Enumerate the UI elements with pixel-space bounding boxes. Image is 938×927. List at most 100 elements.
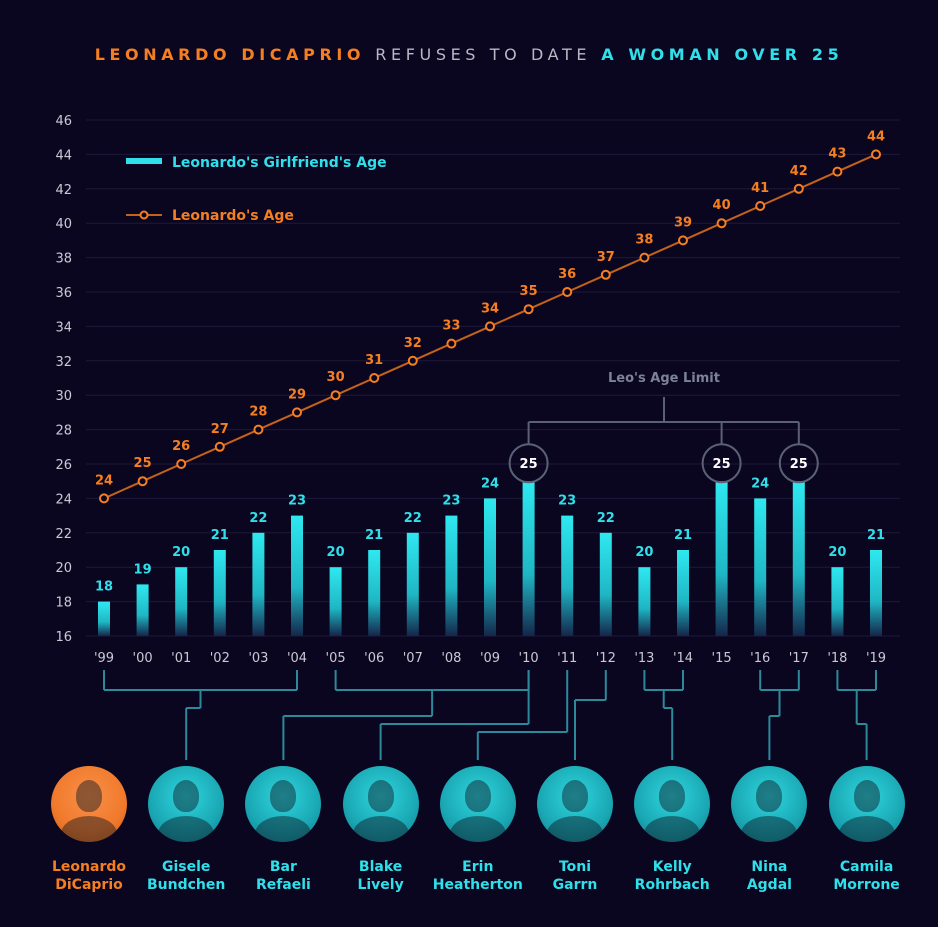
girlfriend-age-bar <box>522 481 535 636</box>
leo-age-label: 33 <box>442 319 460 334</box>
chart-title: LEONARDO DICAPRIO REFUSES TO DATE A WOMA… <box>0 45 938 64</box>
girlfriend-age-label: 25 <box>790 457 808 472</box>
girlfriend-age-label: 21 <box>365 528 383 543</box>
girlfriend-age-label: 18 <box>95 580 113 595</box>
girlfriend-age-labels: 18 19 20 21 22 23 20 21 22 23 24 23 22 20 21 24 20 21 <box>95 476 885 594</box>
x-tick-label: '06 <box>364 651 384 666</box>
girlfriend-age-bar <box>368 550 381 636</box>
leo-age-label: 42 <box>790 164 808 179</box>
person-camila-morrone: Camila Morrone <box>812 766 922 894</box>
leo-age-label: 34 <box>481 301 499 316</box>
person-name: Leonardo DiCaprio <box>34 858 144 894</box>
girlfriend-age-label: 22 <box>249 511 267 526</box>
gisele-bundchen-photo <box>148 766 225 842</box>
legend-leo-marker <box>139 210 149 220</box>
girlfriend-age-bar <box>175 567 188 636</box>
leo-age-point <box>562 287 573 297</box>
x-tick-label: '16 <box>750 651 770 666</box>
y-tick-label: 32 <box>55 355 72 370</box>
leo-age-label: 40 <box>713 198 731 213</box>
person-blake-lively: Blake Lively <box>326 766 436 894</box>
leo-age-label: 25 <box>134 456 152 471</box>
leo-age-label: 38 <box>635 233 653 248</box>
person-name: Bar Refaeli <box>228 858 338 894</box>
person-last-name: Heatherton <box>432 877 523 893</box>
x-tick-label: '99 <box>94 651 114 666</box>
person-last-name: Morrone <box>833 877 900 893</box>
x-tick-label: '19 <box>866 651 886 666</box>
nina-agdal-photo <box>731 766 808 842</box>
person-last-name: Refaeli <box>255 877 311 893</box>
girlfriend-age-bar <box>715 481 728 636</box>
girlfriend-age-label: 25 <box>713 457 731 472</box>
leo-age-label: 41 <box>751 181 769 196</box>
person-first-name: Toni <box>558 859 592 875</box>
person-name: Nina Agdal <box>714 858 824 894</box>
y-tick-label: 18 <box>55 596 72 611</box>
girlfriend-age-label: 20 <box>172 545 190 560</box>
year-to-person-connectors <box>103 670 877 760</box>
y-tick-label: 24 <box>55 492 72 507</box>
x-tick-label: '05 <box>326 651 346 666</box>
x-tick-label: '02 <box>210 651 230 666</box>
y-tick-label: 34 <box>55 320 72 335</box>
bar-refaeli-photo <box>245 766 322 842</box>
leo-age-point <box>214 441 225 452</box>
girlfriend-age-bar <box>599 532 612 636</box>
age-limit-circle <box>701 443 742 484</box>
person-last-name: DiCaprio <box>55 877 123 893</box>
leo-age-label: 35 <box>520 284 538 299</box>
girlfriend-age-label: 20 <box>327 545 345 560</box>
y-axis-ticks: 16 18 20 22 24 26 28 30 32 34 36 38 40 42 44 46 <box>55 114 72 645</box>
x-axis-ticks: '99 '00 '01 '02 '03 '04 '05 '06 '07 '08 '09 '10 '11 '… <box>94 651 886 666</box>
x-tick-label: '11 <box>557 651 577 666</box>
y-tick-label: 36 <box>55 286 72 301</box>
leo-age-label: 37 <box>597 250 615 265</box>
leo-age-label: 43 <box>828 147 846 162</box>
person-kelly-rohrbach: Kelly Rohrbach <box>617 766 727 894</box>
leo-age-label: 32 <box>404 336 422 351</box>
girlfriend-age-bar <box>291 515 303 636</box>
girlfriend-age-bar <box>445 515 458 636</box>
person-first-name: Blake <box>358 859 403 875</box>
leo-age-point <box>485 321 495 332</box>
y-tick-label: 30 <box>55 389 72 404</box>
y-tick-label: 46 <box>55 114 72 129</box>
girlfriend-age-bar <box>638 567 651 636</box>
girlfriend-age-label: 20 <box>828 545 846 560</box>
person-first-name: Gisele <box>161 859 211 875</box>
girlfriend-age-label: 23 <box>558 494 576 509</box>
y-tick-label: 16 <box>55 630 72 645</box>
x-tick-label: '12 <box>596 651 616 666</box>
y-tick-label: 40 <box>55 217 72 232</box>
leo-age-point <box>523 304 534 315</box>
girlfriend-age-label: 19 <box>134 562 152 577</box>
toni-garrn-photo <box>537 766 613 842</box>
girlfriend-age-bar <box>484 498 496 636</box>
leo-age-label: 30 <box>327 370 345 385</box>
person-name: Blake Lively <box>326 858 436 894</box>
person-first-name: Bar <box>269 859 297 875</box>
person-last-name: Rohrbach <box>634 877 710 893</box>
y-tick-label: 38 <box>55 252 72 267</box>
person-leonardo-dicaprio: Leonardo DiCaprio <box>34 766 144 894</box>
girlfriend-age-label: 22 <box>404 511 422 526</box>
girlfriend-age-bar <box>677 550 689 636</box>
person-first-name: Erin <box>462 859 494 875</box>
leo-age-point <box>716 218 727 229</box>
leo-age-point <box>793 183 804 194</box>
leo-age-label: 27 <box>211 422 229 437</box>
leo-age-label: 28 <box>249 405 267 420</box>
leo-age-point <box>678 235 688 246</box>
girlfriend-age-bar <box>252 532 265 636</box>
person-last-name: Agdal <box>746 877 792 893</box>
girlfriend-age-bar <box>792 481 805 636</box>
leo-age-point <box>755 201 766 211</box>
person-first-name: Nina <box>751 859 788 875</box>
y-tick-label: 22 <box>55 527 72 542</box>
girlfriend-age-bar <box>754 498 767 636</box>
leo-age-label: 31 <box>365 353 383 368</box>
x-tick-label: '18 <box>827 651 847 666</box>
girlfriend-age-bars <box>98 481 882 636</box>
